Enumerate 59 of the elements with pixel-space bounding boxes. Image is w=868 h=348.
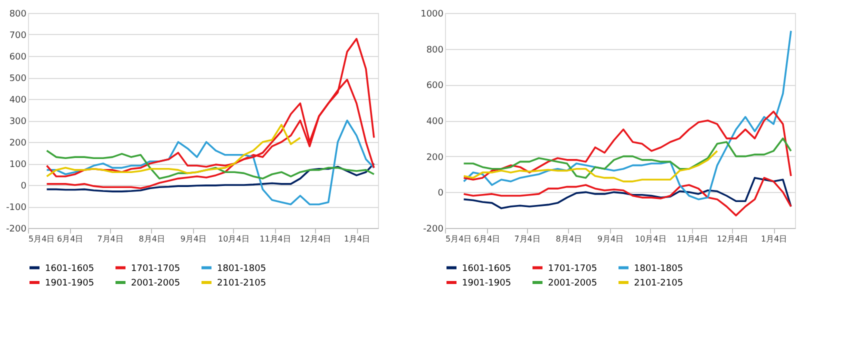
legend-label: 2101-2105 [217, 278, 266, 288]
y-tick-label: 800 [9, 10, 27, 20]
legend-label: 1801-1805 [217, 264, 266, 274]
y-tick-label: 0 [438, 188, 444, 199]
x-tick-label: 11月4日 [676, 234, 708, 244]
x-tick-label: 6月4日 [474, 234, 500, 244]
y-tick-label: -200 [423, 224, 444, 234]
legend-label: 1801-1805 [634, 264, 684, 274]
line-series [46, 38, 375, 190]
x-tick-label: 12月4日 [716, 234, 748, 244]
y-tick-label: -100 [6, 203, 27, 213]
line-series [46, 124, 302, 178]
line-series [46, 150, 375, 180]
y-tick-label: 0 [20, 182, 27, 192]
y-tick-label: 300 [9, 117, 27, 127]
y-tick-label: 200 [9, 138, 27, 148]
line-series [462, 30, 792, 200]
x-tick-label: 8月4日 [138, 234, 165, 244]
y-tick-label: 200 [426, 152, 444, 163]
x-tick-label: 5月4日 [446, 234, 472, 244]
legend-label: 1701-1705 [131, 264, 180, 274]
y-tick-label: 500 [9, 74, 27, 84]
x-tick-label: 1月4日 [344, 234, 370, 244]
x-tick-label: 7月4日 [97, 234, 124, 244]
legend-label: 2001-2005 [131, 278, 180, 288]
x-tick-label: 12月4日 [300, 234, 332, 244]
y-tick-label: 700 [9, 31, 27, 41]
y-tick-label: 800 [426, 45, 444, 56]
legend-label: 1601-1605 [462, 264, 512, 274]
x-tick-label: 9月4日 [597, 234, 624, 244]
y-tick-label: 600 [426, 81, 444, 92]
x-tick-label: 9月4日 [180, 234, 207, 244]
line-series [462, 110, 792, 181]
x-tick-label: 5月4日 [28, 234, 55, 244]
x-tick-label: 11月4日 [260, 234, 291, 244]
y-tick-label: 1000 [420, 10, 444, 20]
x-tick-label: 10月4日 [218, 234, 250, 244]
legend-label: 1601-1605 [45, 264, 94, 274]
x-tick-label: 8月4日 [556, 234, 582, 244]
legend-label: 2001-2005 [548, 278, 598, 288]
y-tick-label: -200 [6, 224, 27, 234]
x-tick-label: 10月4日 [635, 234, 666, 244]
x-tick-label: 1月4日 [760, 234, 788, 244]
line-series [462, 150, 718, 182]
line-series [462, 176, 792, 210]
x-tick-label: 7月4日 [514, 234, 540, 244]
y-tick-label: 400 [426, 117, 444, 127]
line-series [46, 162, 375, 192]
y-tick-label: 400 [9, 96, 27, 106]
line-series [462, 176, 792, 216]
legend-label: 2101-2105 [634, 278, 684, 288]
legend-label: 1901-1905 [462, 278, 512, 288]
legend-label: 1701-1705 [548, 264, 598, 274]
y-tick-label: 600 [9, 52, 27, 62]
legend-label: 1901-1905 [45, 278, 94, 288]
x-tick-label: 6月4日 [56, 234, 84, 244]
y-tick-label: 100 [9, 160, 27, 170]
line-series [46, 120, 375, 206]
line-series [462, 138, 792, 179]
